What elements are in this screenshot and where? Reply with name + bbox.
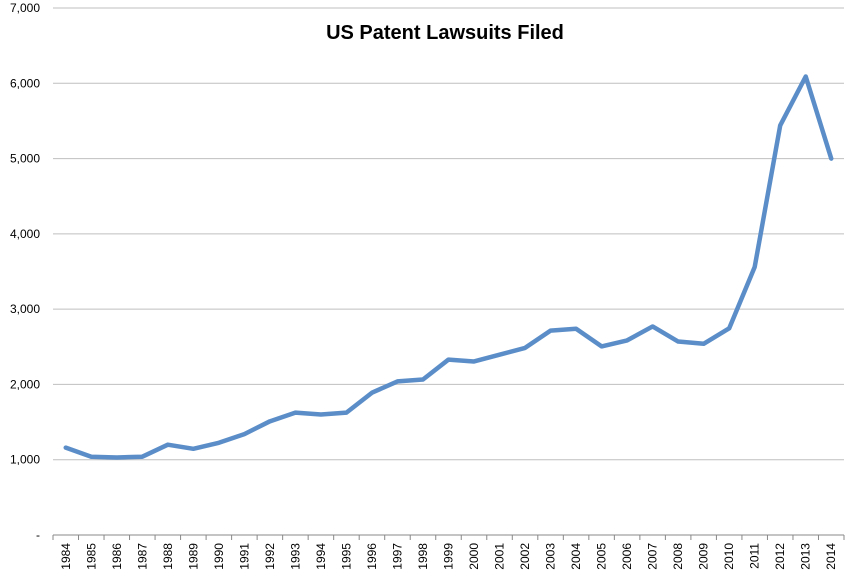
x-tick-label: 1987	[135, 543, 149, 570]
y-tick-label: -	[36, 528, 40, 542]
x-tick-label: 2002	[518, 543, 532, 570]
x-tick-label: 2011	[748, 543, 762, 569]
y-tick-label: 3,000	[10, 302, 40, 316]
series-line	[63, 74, 834, 460]
x-tick-label: 2005	[595, 543, 609, 570]
y-tick-label: 4,000	[10, 227, 40, 241]
x-axis-ticks	[52, 535, 845, 540]
x-tick-label: 1995	[339, 543, 353, 570]
x-tick-label: 1994	[314, 543, 328, 570]
x-tick-label: 1986	[110, 543, 124, 570]
x-tick-label: 2000	[467, 543, 481, 570]
x-tick-label: 1992	[263, 543, 277, 570]
x-tick-label: 1997	[390, 543, 404, 570]
y-tick-label: 5,000	[10, 152, 40, 166]
x-tick-label: 1999	[442, 543, 456, 570]
y-tick-label: 2,000	[10, 377, 40, 391]
x-tick-label: 2006	[620, 543, 634, 570]
x-tick-label: 1989	[186, 543, 200, 570]
x-tick-label: 2010	[722, 543, 736, 570]
y-axis-tick-labels: - 1,000 2,000 3,000 4,000 5,000 6,000 7,000	[10, 1, 40, 542]
x-tick-label: 2003	[544, 543, 558, 570]
x-tick-label: 1993	[288, 543, 302, 570]
x-tick-label: 2013	[799, 543, 813, 570]
x-tick-label: 2001	[493, 543, 507, 570]
y-tick-label: 6,000	[10, 76, 40, 90]
y-tick-label: 7,000	[10, 1, 40, 15]
x-tick-label: 2007	[646, 543, 660, 570]
y-tick-label: 1,000	[10, 453, 40, 467]
x-tick-label: 2009	[697, 543, 711, 570]
x-tick-label: 1998	[416, 543, 430, 570]
x-tick-label: 2004	[569, 543, 583, 570]
x-tick-label: 2008	[671, 543, 685, 570]
gridlines	[53, 7, 844, 461]
x-tick-label: 1991	[237, 543, 251, 570]
x-axis-tick-labels: 1984 1985 1986 1987 1988 1989 1990 1991 1992 1993…	[59, 543, 838, 570]
x-tick-label: 2014	[824, 543, 838, 570]
x-tick-label: 1990	[212, 543, 226, 570]
x-tick-label: 1984	[59, 543, 73, 570]
x-tick-label: 1996	[365, 543, 379, 570]
x-tick-label: 1988	[161, 543, 175, 570]
x-tick-label: 2012	[773, 543, 787, 570]
chart-title: US Patent Lawsuits Filed	[326, 22, 564, 44]
x-tick-label: 1985	[84, 543, 98, 570]
